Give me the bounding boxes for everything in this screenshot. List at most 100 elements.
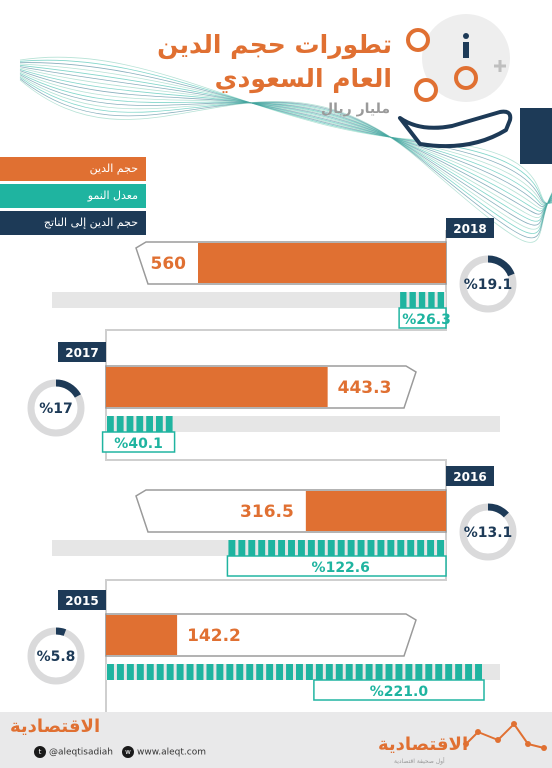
globe-icon: w (122, 746, 134, 758)
decorative-waves (19, 56, 552, 243)
growth-segment (325, 664, 333, 680)
growth-segment (345, 664, 353, 680)
debt-value-label: 142.2 (187, 626, 241, 646)
twitter-text: @aleqtisadiah (49, 747, 113, 758)
title-line-1: تطورات حجم الدين (157, 30, 392, 59)
growth-segment (407, 540, 415, 556)
year-tag (446, 466, 494, 486)
growth-segment (228, 540, 236, 556)
growth-segment (236, 664, 244, 680)
debt-value-label: 560 (151, 254, 187, 274)
website-text: www.aleqt.com (137, 747, 206, 758)
debt-bar (305, 491, 446, 531)
growth-segment (365, 664, 373, 680)
website-link[interactable]: w www.aleqt.com (122, 746, 206, 758)
growth-segment (146, 664, 154, 680)
wave-line (19, 56, 552, 204)
hand-coins-icon (398, 14, 552, 164)
growth-segment (305, 664, 313, 680)
footer-logo-right: الاقتصادية (378, 734, 469, 755)
growth-segment (176, 664, 184, 680)
growth-value-label: %221.0 (370, 684, 429, 700)
growth-segment (437, 292, 444, 308)
growth-segment (465, 664, 473, 680)
debt-bar (198, 243, 446, 283)
growth-segment (437, 540, 444, 556)
growth-segment (415, 664, 423, 680)
growth-segment (278, 540, 286, 556)
growth-segment (400, 292, 407, 308)
growth-segment (146, 416, 153, 432)
growth-segment (445, 664, 453, 680)
ratio-value-label: %13.1 (464, 525, 513, 541)
twitter-icon: t (34, 746, 46, 758)
growth-segment (107, 416, 114, 432)
wave-line (19, 79, 552, 243)
growth-segment (357, 540, 365, 556)
growth-value-label: %40.1 (114, 436, 163, 452)
wave-line (19, 59, 552, 204)
growth-segment (288, 540, 295, 556)
growth-segment (296, 664, 303, 680)
growth-segment (196, 664, 204, 680)
growth-segment (337, 540, 345, 556)
growth-segment (136, 416, 144, 432)
year-tag (446, 218, 494, 238)
debt-value-label: 443.3 (338, 378, 392, 398)
ratio-value-label: %5.8 (37, 649, 76, 665)
growth-segment (206, 664, 214, 680)
title-line-2: العام السعودي (214, 64, 392, 93)
growth-segment (387, 540, 395, 556)
growth-track (52, 292, 446, 308)
year-label: 2017 (65, 346, 98, 360)
debt-value-label: 316.5 (240, 502, 294, 522)
growth-label-box (313, 679, 485, 701)
ratio-ring-arc (487, 503, 509, 518)
ratio-value-label: %17 (39, 401, 73, 417)
growth-segment (268, 540, 276, 556)
year-label: 2016 (453, 470, 486, 484)
growth-segment (425, 664, 433, 680)
growth-segment (126, 416, 134, 432)
debt-bar (106, 367, 328, 407)
growth-segment (355, 664, 363, 680)
growth-segment (367, 540, 375, 556)
growth-segment (475, 664, 482, 680)
page-title: تطورات حجم الدين العام السعودي (32, 28, 392, 96)
growth-segment (317, 540, 325, 556)
growth-segment (297, 540, 305, 556)
debt-chart: 2018 560 %26.3 %19.1 2017 443.3 %40.1 %17 2016 31… (27, 218, 517, 712)
ratio-ring-arc (55, 627, 67, 636)
growth-line-icon (463, 721, 547, 751)
growth-segment (428, 292, 435, 308)
growth-segment (256, 664, 264, 680)
twitter-handle[interactable]: t @aleqtisadiah (34, 746, 113, 758)
growth-segment (315, 664, 323, 680)
debt-bar (106, 615, 178, 655)
growth-segment (455, 664, 463, 680)
footer-logo-tagline: أول صحيفة اقتصادية (394, 758, 445, 765)
growth-segment (375, 664, 383, 680)
year-label: 2015 (65, 594, 98, 608)
growth-segment (327, 540, 335, 556)
growth-segment (156, 664, 164, 680)
growth-segment (385, 664, 393, 680)
year-label: 2018 (453, 222, 486, 236)
page-subtitle: مليار ريال (320, 101, 390, 117)
growth-segment (307, 540, 315, 556)
footer-logo-left: الاقتصادية (10, 716, 101, 737)
growth-segment (258, 540, 266, 556)
growth-segment (417, 540, 425, 556)
growth-segment (116, 416, 124, 432)
growth-segment (395, 664, 403, 680)
growth-segment (238, 540, 246, 556)
growth-segment (126, 664, 134, 680)
connector-line (105, 230, 447, 712)
footer: الاقتصادية الاقتصادية أول صحيفة اقتصادية… (0, 712, 552, 768)
growth-label-box (398, 307, 447, 329)
growth-segment (397, 540, 405, 556)
growth-segment (418, 292, 426, 308)
growth-segment (107, 664, 114, 680)
growth-segment (409, 292, 416, 308)
